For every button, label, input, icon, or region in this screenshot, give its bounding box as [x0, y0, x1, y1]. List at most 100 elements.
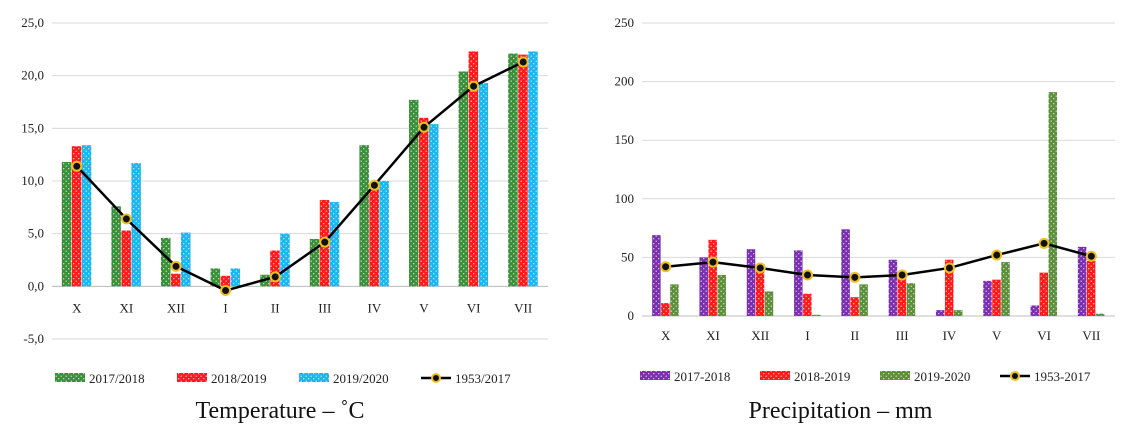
- precipitation-chart: 0 50 100 150 200 250 X XI XII I II III IV V VI VII 2017-…: [560, 0, 1121, 439]
- line-point-III: [319, 236, 331, 248]
- bar-2019-2020-V: [429, 124, 439, 287]
- x-tick-label: I: [805, 328, 809, 343]
- x-tick-label: V: [419, 300, 429, 315]
- x-tick-label: XI: [706, 328, 720, 343]
- bar-2018-2019-VII: [1086, 260, 1096, 316]
- bar-2018-2019-X: [71, 146, 82, 287]
- legend-swatch: [880, 371, 910, 380]
- legend-swatch: [640, 371, 670, 380]
- bar-2019-2020-XI: [131, 163, 141, 287]
- bar-2017-2018-V: [983, 280, 992, 316]
- y-tick-label: 0,0: [28, 278, 44, 293]
- bar-2017-2018-XII: [746, 249, 756, 316]
- line-point-XII: [754, 262, 766, 274]
- bar-2017-2018-VI: [458, 71, 469, 287]
- bar-2019-2020-XI: [717, 274, 726, 316]
- bar-2018-2019-V: [992, 279, 1001, 316]
- bar-2018-2019-III: [897, 271, 907, 316]
- bar-2018-2019-IV: [944, 259, 954, 316]
- line-point-X: [71, 160, 83, 172]
- y-tick-label: -5,0: [23, 331, 44, 346]
- line-point-II: [849, 271, 861, 283]
- line-point-VI: [1038, 237, 1050, 249]
- bar-2017-2018-IV: [359, 145, 369, 287]
- series-line-1953-2017: [665, 242, 1092, 279]
- bar-2018-2019-I: [803, 293, 812, 316]
- x-tick-label: II: [851, 328, 860, 343]
- line-point-VII: [1085, 250, 1097, 262]
- legend-entry: 2018/2019: [211, 371, 267, 386]
- bar-2017-2018-IV: [935, 310, 945, 316]
- line-point-VI: [468, 80, 480, 92]
- legend-entry: 2019/2020: [333, 371, 389, 386]
- y-tick-label: 150: [615, 132, 635, 147]
- line-point-III: [896, 269, 908, 281]
- y-tick-label: 15,0: [21, 120, 44, 135]
- legend-entry: 2017-2018: [674, 369, 730, 384]
- x-tick-label: II: [271, 300, 280, 315]
- line-point-VII: [517, 56, 529, 68]
- bar-2017-2018-XI: [699, 257, 708, 316]
- x-tick-label: XI: [120, 300, 134, 315]
- x-tick-label: III: [896, 328, 909, 343]
- y-tick-label: 200: [615, 74, 635, 89]
- bar-2019-2020-I: [812, 314, 821, 316]
- bar-2019-2020-II: [280, 233, 290, 287]
- bar-2019-2020-IV: [953, 310, 963, 316]
- bar-2019-2020-IV: [379, 181, 389, 287]
- line-point-XI: [120, 213, 132, 225]
- legend-entry: 2017/2018: [89, 371, 145, 386]
- x-tick-label: IV: [943, 328, 957, 343]
- x-tick-label: X: [661, 328, 671, 343]
- legend-entry: 2019-2020: [914, 369, 970, 384]
- legend-swatch: [760, 371, 790, 380]
- x-tick-label: I: [223, 300, 227, 315]
- bar-2017-2018-III: [309, 238, 320, 287]
- line-point-IV: [943, 262, 955, 274]
- x-tick-label: IV: [368, 300, 382, 315]
- x-tick-label: VII: [1082, 328, 1100, 343]
- bar-2017-2018-XII: [161, 237, 171, 287]
- bar-2018-2019-VI: [468, 51, 479, 287]
- line-point-X: [660, 261, 672, 273]
- bar-2017-2018-X: [61, 162, 72, 287]
- bar-2019-2020-X: [670, 284, 679, 316]
- line-point-IV: [368, 179, 380, 191]
- bar-2018-2019-II: [270, 250, 280, 287]
- x-tick-label: III: [318, 300, 331, 315]
- y-tick-label: 50: [621, 249, 634, 264]
- bar-2019-2020-V: [1001, 262, 1010, 316]
- bar-2018-2019-IV: [369, 187, 379, 287]
- line-point-I: [802, 269, 814, 281]
- line-point-V: [418, 121, 430, 133]
- line-point-XII: [170, 260, 182, 272]
- bar-2019-2020-II: [859, 284, 868, 316]
- bar-2017-2018-VII: [1077, 246, 1087, 316]
- bar-2017-2018-I: [794, 250, 803, 316]
- line-point-XI: [707, 256, 719, 268]
- bar-2018-2019-VII: [518, 54, 528, 287]
- bar-2017-2018-II: [841, 229, 850, 316]
- bar-2018-2019-XII: [171, 273, 181, 287]
- legend-entry: 1953-2017: [1034, 369, 1091, 384]
- bar-2018-2019-XI: [121, 230, 131, 287]
- legend-entry: 1953/2017: [455, 371, 511, 386]
- bar-2018-2019-XI: [708, 239, 717, 316]
- bar-2018-2019-VI: [1039, 272, 1049, 316]
- bar-2019-2020-X: [81, 145, 92, 287]
- bar-2018-2019-X: [661, 303, 670, 316]
- y-tick-label: 0: [628, 308, 635, 323]
- series-line-1953-2017: [75, 60, 524, 292]
- bar-2017-2018-VII: [508, 53, 518, 287]
- bar-2019-2020-VII: [528, 51, 538, 287]
- line-point-I: [220, 285, 232, 297]
- temperature-chart-svg: -5,00,05,010,015,020,025,0X XI XII I II III IV…: [21, 15, 548, 386]
- bar-2018-2019-V: [419, 117, 429, 287]
- x-tick-label: VII: [514, 300, 532, 315]
- y-tick-label: 250: [615, 15, 635, 30]
- legend-swatch: [177, 373, 207, 382]
- temperature-caption: Temperature – ˚C: [195, 398, 365, 424]
- x-tick-label: X: [72, 300, 82, 315]
- bar-2019-2020-VI: [478, 83, 489, 287]
- y-tick-label: 5,0: [28, 226, 44, 241]
